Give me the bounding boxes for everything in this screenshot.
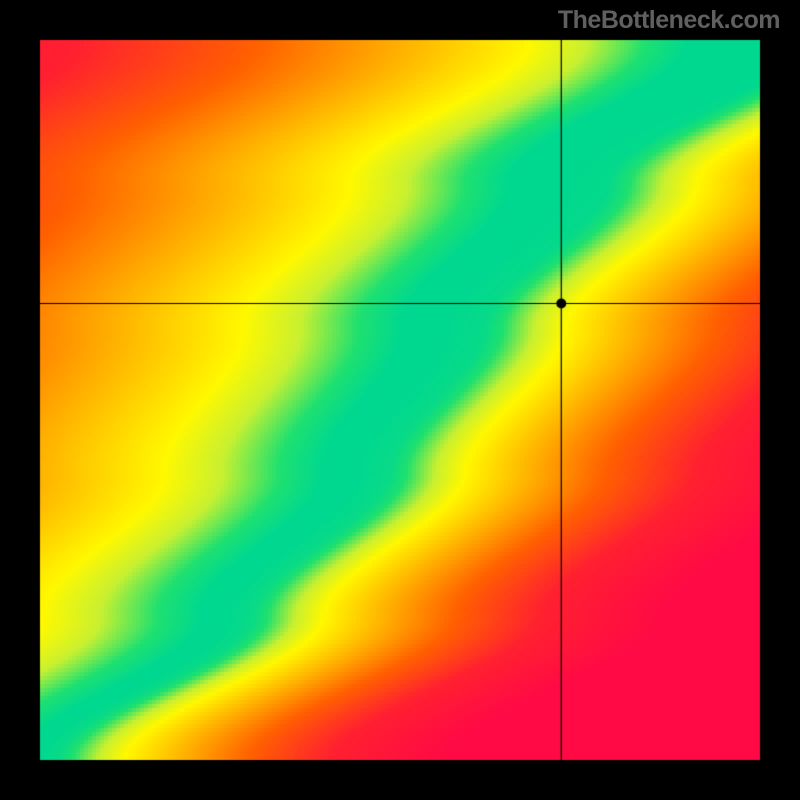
- watermark-text: TheBottleneck.com: [558, 6, 780, 35]
- chart-container: { "watermark": "TheBottleneck.com", "can…: [0, 0, 800, 800]
- bottleneck-heatmap: [0, 0, 800, 800]
